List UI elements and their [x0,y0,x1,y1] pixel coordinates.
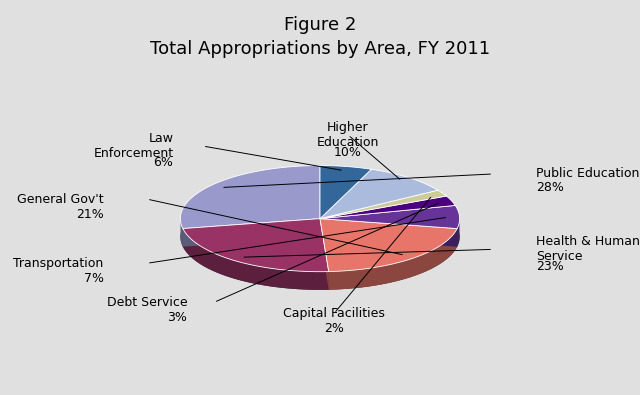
Text: 2%: 2% [324,322,344,335]
Text: Figure 2: Figure 2 [284,16,356,34]
Polygon shape [183,218,329,272]
Polygon shape [457,216,460,247]
Polygon shape [180,184,460,290]
Polygon shape [320,218,329,290]
Text: 28%: 28% [536,181,564,194]
Polygon shape [183,218,320,247]
Text: Public Education: Public Education [536,167,640,181]
Text: Debt Service: Debt Service [107,296,188,309]
Polygon shape [320,218,457,247]
Polygon shape [320,196,455,218]
Text: 10%: 10% [334,147,362,160]
Text: Law
Enforcement: Law Enforcement [93,132,173,160]
Text: 3%: 3% [168,311,188,324]
Polygon shape [320,166,371,218]
Text: 7%: 7% [84,272,104,285]
Polygon shape [320,190,446,218]
Polygon shape [329,229,457,290]
Polygon shape [320,218,457,272]
Polygon shape [320,218,329,290]
Polygon shape [320,169,438,218]
Text: Health & Human
Service: Health & Human Service [536,235,640,263]
Text: Total Appropriations by Area, FY 2011: Total Appropriations by Area, FY 2011 [150,40,490,58]
Text: General Gov't: General Gov't [17,193,104,205]
Polygon shape [320,205,460,229]
Text: 6%: 6% [154,156,173,169]
Polygon shape [183,218,320,247]
Polygon shape [180,216,183,247]
Text: Transportation: Transportation [13,257,104,270]
Text: 21%: 21% [76,208,104,221]
Text: Capital Facilities: Capital Facilities [283,307,385,320]
Polygon shape [320,218,457,247]
Text: Higher
Education: Higher Education [317,121,379,149]
Text: 23%: 23% [536,260,564,273]
Polygon shape [183,229,329,290]
Polygon shape [180,166,320,229]
